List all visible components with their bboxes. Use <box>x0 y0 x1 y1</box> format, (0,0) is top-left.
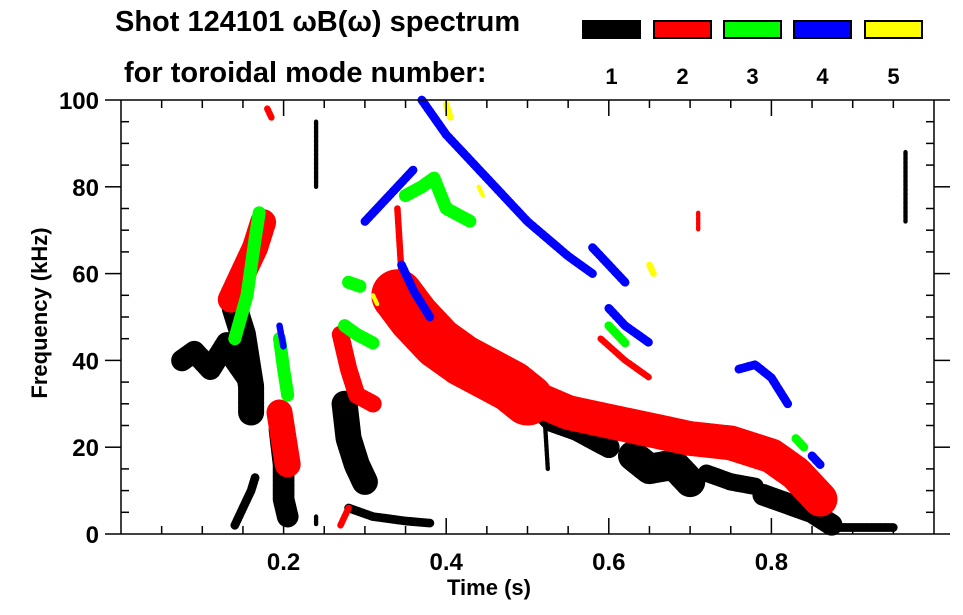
mode-2-series <box>217 105 838 529</box>
y-tick-label: 20 <box>72 435 99 462</box>
y-axis-label: Frequency (kHz) <box>27 227 52 399</box>
x-tick-label: 0.2 <box>267 549 300 576</box>
legend-label-2: 2 <box>676 64 689 89</box>
mode-5-trace <box>370 293 380 307</box>
mode-3-trace <box>272 332 295 402</box>
legend-label-3: 3 <box>746 64 759 89</box>
legend-swatch-5 <box>864 20 923 39</box>
mode-1-trace <box>331 390 378 495</box>
mode-2-trace <box>264 105 275 121</box>
spectrogram-marks <box>171 95 908 537</box>
mode-2-trace <box>337 504 352 529</box>
legend-label-5: 5 <box>887 64 900 89</box>
mode-1-trace <box>230 473 260 530</box>
x-axis-label: Time (s) <box>447 575 531 600</box>
mode-3-trace <box>228 206 266 346</box>
x-tick-label: 0.6 <box>592 549 625 576</box>
mode-1-trace <box>697 464 764 495</box>
mode-5-trace <box>646 261 657 277</box>
mode-3-trace <box>604 321 630 348</box>
mode-4-trace <box>397 260 435 322</box>
mode-4-series <box>276 95 825 469</box>
mode-1-trace <box>344 503 435 528</box>
mode-2-trace <box>597 335 653 382</box>
chart-title: Shot 124101 ωB(ω) spectrum <box>115 6 521 38</box>
mode-4-trace <box>588 243 630 287</box>
x-tick-label: 0.8 <box>755 549 788 576</box>
mode-3-trace <box>398 171 478 229</box>
mode-3-trace <box>342 275 368 294</box>
mode-4-trace <box>360 165 419 226</box>
y-tick-label: 40 <box>72 348 99 375</box>
x-tick-label: 0.4 <box>430 549 464 576</box>
mode-2-trace <box>371 269 554 426</box>
mode-3-trace <box>791 434 809 452</box>
mode-1-trace <box>752 484 844 537</box>
mode-4-trace <box>604 303 654 348</box>
legend-swatch-1 <box>582 20 641 39</box>
chart-subtitle: for toroidal mode number: <box>124 57 487 89</box>
mode-2-trace <box>331 325 382 413</box>
legend-swatch-2 <box>653 20 712 39</box>
legend-swatch-4 <box>793 20 852 39</box>
mode-1-trace <box>618 440 706 498</box>
mode-4-trace <box>807 451 825 469</box>
y-tick-label: 60 <box>72 262 99 289</box>
y-tick-label: 80 <box>72 175 99 202</box>
mode-4-trace <box>276 322 287 351</box>
axes: 0 20 40 60 80 100 0.2 0.4 0.6 0.8 <box>59 88 950 576</box>
legend-swatch-3 <box>723 20 782 39</box>
mode-3-series <box>228 171 809 452</box>
mode-2-trace <box>510 377 838 517</box>
y-tick-label: 100 <box>59 88 99 115</box>
mode-4-trace <box>417 95 597 278</box>
mode-3-trace <box>338 319 380 350</box>
mode-4-trace <box>734 360 793 409</box>
mode-5-trace <box>476 184 485 198</box>
mode-2-trace <box>266 399 301 478</box>
legend-label-4: 4 <box>816 64 829 89</box>
y-tick-label: 0 <box>86 522 99 549</box>
legend-label-1: 1 <box>605 64 618 89</box>
